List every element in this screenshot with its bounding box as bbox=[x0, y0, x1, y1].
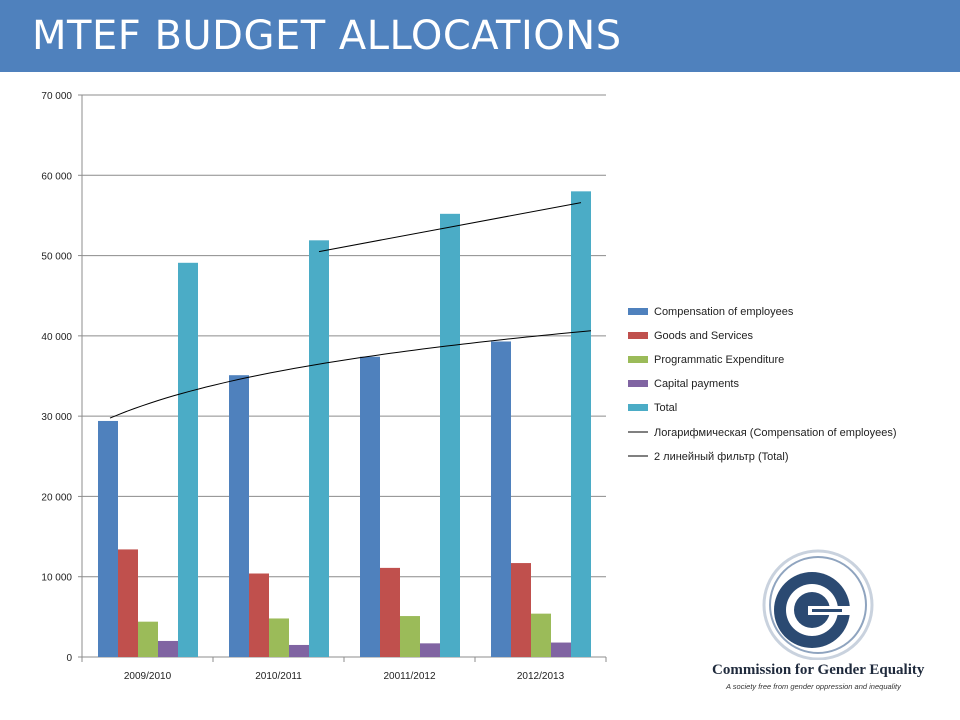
y-tick-label: 10 000 bbox=[41, 573, 72, 584]
bar bbox=[178, 262, 198, 657]
chart-legend: Compensation of employees Goods and Servi… bbox=[628, 306, 897, 463]
bar bbox=[309, 240, 329, 657]
bar bbox=[440, 213, 460, 657]
legend-label: Total bbox=[654, 402, 677, 414]
cge-logo-icon bbox=[762, 549, 874, 660]
bar bbox=[229, 375, 249, 657]
trendline-logarithmic bbox=[109, 330, 592, 419]
chart-gridlines bbox=[82, 94, 606, 578]
bar bbox=[158, 640, 178, 657]
chart-trendlines bbox=[109, 202, 592, 419]
bar bbox=[511, 563, 531, 657]
x-tick-label: 2010/2011 bbox=[255, 671, 302, 682]
chart-bars bbox=[98, 191, 591, 657]
trendline-moving-average bbox=[318, 202, 582, 253]
y-tick-label: 30 000 bbox=[41, 412, 72, 423]
legend-label: 2 линейный фильтр (Total) bbox=[654, 451, 789, 463]
logo-name: Commission for Gender Equality bbox=[712, 662, 925, 678]
logo-tagline: A society free from gender oppression an… bbox=[726, 682, 901, 691]
bar bbox=[360, 356, 380, 657]
y-tick-label: 70 000 bbox=[41, 91, 72, 102]
legend-swatch bbox=[628, 356, 648, 363]
bar bbox=[118, 549, 138, 657]
bar bbox=[420, 643, 440, 657]
bar bbox=[249, 573, 269, 657]
budget-chart: 0 10 000 20 000 30 000 40 000 50 000 60 000 70 … bbox=[41, 91, 897, 682]
legend-swatch bbox=[628, 308, 648, 315]
legend-swatch bbox=[628, 404, 648, 411]
y-tick-label: 0 bbox=[66, 653, 72, 664]
legend-swatch bbox=[628, 332, 648, 339]
cge-logo: Commission for Gender Equality A society… bbox=[700, 540, 940, 700]
bar bbox=[551, 642, 571, 657]
y-tick-label: 50 000 bbox=[41, 252, 72, 263]
x-tick-label: 20011/2012 bbox=[383, 671, 436, 682]
x-tick-label: 2012/2013 bbox=[517, 671, 565, 682]
y-tick-label: 40 000 bbox=[41, 332, 72, 343]
bar bbox=[531, 613, 551, 657]
legend-label: Programmatic Expenditure bbox=[654, 354, 784, 366]
legend-label: Goods and Services bbox=[654, 330, 754, 342]
legend-label: Capital payments bbox=[654, 378, 739, 390]
x-tick-label: 2009/2010 bbox=[124, 671, 172, 682]
legend-label: Логарифмическая (Compensation of employe… bbox=[654, 427, 897, 439]
legend-label: Compensation of employees bbox=[654, 306, 794, 318]
title-bar: MTEF BUDGET ALLOCATIONS bbox=[0, 0, 960, 72]
bar bbox=[138, 621, 158, 657]
bar bbox=[269, 618, 289, 657]
y-tick-label: 20 000 bbox=[41, 492, 72, 503]
page-title: MTEF BUDGET ALLOCATIONS bbox=[32, 13, 622, 59]
y-tick-label: 60 000 bbox=[41, 171, 72, 182]
bar bbox=[400, 616, 420, 657]
legend-swatch bbox=[628, 380, 648, 387]
bar bbox=[380, 567, 400, 657]
bar bbox=[571, 191, 591, 657]
chart-axes: 0 10 000 20 000 30 000 40 000 50 000 60 000 70 … bbox=[41, 91, 607, 682]
bar bbox=[491, 341, 511, 657]
bar bbox=[289, 644, 309, 657]
bar bbox=[98, 420, 118, 657]
